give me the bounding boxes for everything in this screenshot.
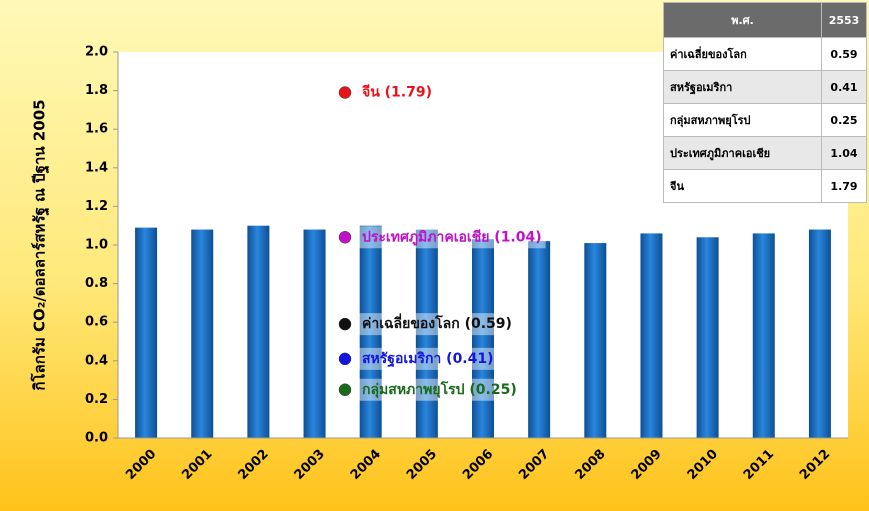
bar <box>415 229 438 438</box>
x-tick-label: 2005 <box>404 447 440 483</box>
bar <box>696 237 719 438</box>
table-row: ค่าเฉลี่ยของโลก 0.59 <box>663 37 867 71</box>
header-cell: พ.ศ. <box>663 2 822 38</box>
y-tick-label: 1.8 <box>85 83 108 98</box>
annotation-marker <box>338 317 352 331</box>
annotation-marker <box>338 383 352 396</box>
x-tick-label: 2000 <box>123 447 159 483</box>
annotation-label: ประเทศภูมิภาคเอเชีย (1.04) <box>362 229 542 245</box>
annotation-label: ค่าเฉลี่ยของโลก (0.59) <box>362 313 512 332</box>
bar <box>135 227 158 438</box>
annotation-marker <box>338 86 352 99</box>
x-tick-label: 2003 <box>292 447 328 483</box>
table-cell: 1.04 <box>821 136 867 170</box>
x-tick-label: 2012 <box>797 447 833 483</box>
table-cell: กลุ่มสหภาพยุโรป <box>663 103 822 137</box>
x-tick-label: 2008 <box>572 447 608 483</box>
bar <box>640 233 663 438</box>
table-cell: 0.59 <box>821 37 867 71</box>
table-row: กลุ่มสหภาพยุโรป 0.25 <box>663 103 867 137</box>
bar <box>303 229 326 438</box>
data-table: พ.ศ. 2553 ค่าเฉลี่ยของโลก 0.59 สหรัฐอเมริกา 0… <box>663 2 867 203</box>
y-tick-label: 1.4 <box>85 160 108 175</box>
annotation-box <box>358 378 521 401</box>
table-cell: สหรัฐอเมริกา <box>663 70 822 104</box>
x-tick-label: 2011 <box>741 447 777 483</box>
header-cell: 2553 <box>821 2 867 38</box>
annotation-box <box>358 226 546 249</box>
y-tick-label: 2.0 <box>85 45 108 60</box>
table-cell: ค่าเฉลี่ยของโลก <box>663 37 822 71</box>
y-tick-label: 1.6 <box>85 122 108 137</box>
annotation-box <box>358 313 516 336</box>
bar <box>528 241 551 438</box>
table-row: ประเทศภูมิภาคเอเชีย 1.04 <box>663 136 867 170</box>
bar <box>247 225 270 438</box>
x-tick-label: 2010 <box>685 447 721 483</box>
y-tick-label: 1.2 <box>85 199 108 214</box>
y-tick-label: 0.8 <box>85 276 108 291</box>
y-tick-label: 0.4 <box>85 353 108 368</box>
table-cell: 0.41 <box>821 70 867 104</box>
bar <box>472 239 494 438</box>
annotation-box <box>358 347 498 370</box>
x-tick-label: 2009 <box>629 447 665 483</box>
x-tick-label: 2002 <box>235 447 271 483</box>
y-tick-label: 0.2 <box>85 392 108 407</box>
bar <box>359 225 382 438</box>
table-row: จีน 1.79 <box>663 169 867 203</box>
x-tick-label: 2001 <box>179 447 215 483</box>
table-cell: จีน <box>663 169 822 203</box>
bar <box>191 229 214 438</box>
table-cell: 0.25 <box>821 103 867 137</box>
table-header: พ.ศ. 2553 <box>663 2 867 38</box>
annotation-label: สหรัฐอเมริกา (0.41) <box>362 351 494 368</box>
x-tick-label: 2007 <box>516 447 552 483</box>
table-row: สหรัฐอเมริกา 0.41 <box>663 70 867 104</box>
bar <box>752 233 775 438</box>
y-tick-label: 0.6 <box>85 315 108 330</box>
y-tick-label: 0.0 <box>85 431 108 446</box>
x-tick-label: 2004 <box>348 447 384 483</box>
table-cell: ประเทศภูมิภาคเอเชีย <box>663 136 822 170</box>
x-tick-label: 2006 <box>460 447 496 483</box>
table-cell: 1.79 <box>821 169 867 203</box>
bar <box>808 229 831 438</box>
annotation-box <box>358 81 436 104</box>
bar <box>584 243 607 438</box>
y-tick-label: 1.0 <box>85 238 108 253</box>
annotation-label: กลุ่มสหภาพยุโรป (0.25) <box>362 380 517 398</box>
annotation-marker <box>338 352 352 366</box>
y-axis-label: กิโลกรัม CO₂/ดอลลาร์สหรัฐ ณ ปีฐาน 2005 <box>30 99 50 390</box>
annotation-marker <box>338 231 352 244</box>
annotation-label: จีน (1.79) <box>361 85 432 101</box>
